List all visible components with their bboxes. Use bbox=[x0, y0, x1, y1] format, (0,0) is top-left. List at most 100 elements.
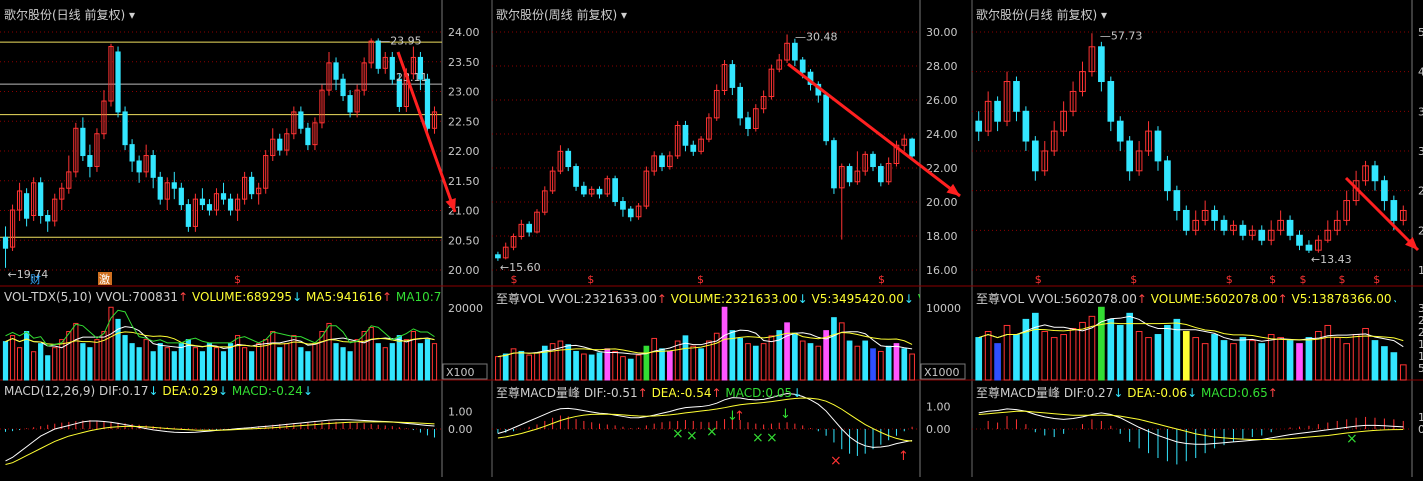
volume-bar bbox=[984, 331, 992, 381]
dif-value: -0.51 bbox=[606, 386, 638, 400]
vol-indicator-name[interactable]: 至尊VOL bbox=[496, 292, 545, 306]
macd-indicator-name[interactable]: 至尊MACD量峰 bbox=[496, 386, 580, 400]
vol-indicator-name[interactable]: 至尊VOL bbox=[976, 292, 1025, 306]
v5-value: 13878366.00 bbox=[1311, 292, 1392, 306]
signal-cross-mark: × bbox=[752, 430, 764, 446]
candle-body bbox=[192, 198, 198, 227]
volume-bar bbox=[80, 343, 86, 381]
candle-body bbox=[612, 178, 618, 203]
price-tick-label: 21.50 bbox=[448, 175, 480, 188]
volume-bar bbox=[431, 343, 438, 381]
candle-body bbox=[136, 160, 142, 173]
candle-body bbox=[698, 138, 704, 152]
price-tick-label: 23.50 bbox=[448, 56, 480, 69]
volume-bar bbox=[604, 348, 611, 381]
candle-body bbox=[893, 144, 900, 164]
candle-body bbox=[1116, 120, 1124, 142]
trend-arrow-line bbox=[1344, 176, 1420, 252]
volume-bar bbox=[333, 343, 339, 381]
price-tick-label: 20.00 bbox=[926, 196, 958, 209]
vol-indicator-name[interactable]: VOL-TDX(5,10) bbox=[4, 290, 93, 304]
volume-bar bbox=[291, 335, 297, 381]
candle-body bbox=[1173, 190, 1181, 211]
dea-label: DEA: bbox=[1127, 386, 1157, 400]
candle-body bbox=[1399, 209, 1407, 221]
candle-body bbox=[291, 111, 297, 135]
vvol-value: 2321633.00 bbox=[584, 292, 657, 306]
candle-body bbox=[776, 59, 783, 70]
candle-body bbox=[588, 188, 595, 195]
price-tick-label: 2 bbox=[1418, 224, 1423, 237]
candle-body bbox=[784, 42, 790, 61]
volume-bar bbox=[815, 345, 822, 381]
chevron-down-icon[interactable]: ▾ bbox=[1101, 8, 1108, 22]
candle-body bbox=[737, 86, 744, 119]
volume-tick-label: 25 bbox=[1418, 314, 1423, 327]
volume-bar bbox=[256, 343, 262, 381]
volume-bar bbox=[901, 348, 908, 381]
volume-value: 2321633.00 bbox=[725, 292, 798, 306]
candle-body bbox=[101, 100, 107, 135]
volume-bar bbox=[59, 339, 65, 381]
volume-bar bbox=[713, 332, 720, 381]
volume-bar bbox=[284, 343, 290, 381]
volume-bar bbox=[737, 337, 744, 381]
volume-bar bbox=[1116, 324, 1124, 381]
volume-bar bbox=[403, 339, 409, 381]
volume-bar bbox=[1286, 340, 1294, 381]
vvol-label: VVOL: bbox=[1027, 292, 1065, 306]
volume-bar bbox=[698, 348, 704, 381]
volume-bar bbox=[347, 351, 353, 381]
candle-body bbox=[31, 182, 37, 216]
chevron-down-icon[interactable]: ▾ bbox=[129, 8, 136, 22]
vvol-value: 5602078.00 bbox=[1064, 292, 1137, 306]
dif-label: DIF: bbox=[583, 386, 607, 400]
macd-value: -0.24 bbox=[271, 384, 303, 398]
dea-value: -0.54 bbox=[680, 386, 712, 400]
volume-bar bbox=[573, 350, 579, 381]
macd-indicator-name[interactable]: MACD(12,26,9) bbox=[4, 384, 96, 398]
monthly-title[interactable]: 歌尔股份(月线 前复权) ▾ bbox=[976, 6, 1107, 23]
candle-body bbox=[2, 236, 9, 249]
weekly-title[interactable]: 歌尔股份(周线 前复权) ▾ bbox=[496, 6, 627, 23]
price-tick-label: 24.00 bbox=[926, 128, 958, 141]
price-tick-label: 18.00 bbox=[926, 230, 958, 243]
price-tick-label: 3 bbox=[1418, 145, 1423, 158]
candle-body bbox=[305, 127, 311, 146]
dea-label: DEA: bbox=[162, 384, 192, 398]
volume-bar bbox=[651, 337, 658, 381]
dividend-marker: $ bbox=[587, 273, 594, 286]
dividend-marker: $ bbox=[1269, 273, 1276, 286]
volume-bar bbox=[627, 358, 634, 381]
candle-body bbox=[518, 223, 525, 238]
volume-bar bbox=[534, 352, 540, 381]
signal-arrow-mark: ↓ bbox=[780, 407, 791, 422]
candle-body bbox=[431, 111, 438, 129]
candle-body bbox=[1201, 209, 1209, 221]
monthly-title-text: 歌尔股份(月线 前复权) bbox=[976, 8, 1098, 22]
candle-body bbox=[862, 153, 869, 172]
macd-indicator-name[interactable]: 至尊MACD量峰 bbox=[976, 386, 1060, 400]
volume-bar bbox=[1098, 306, 1105, 381]
candle-body bbox=[846, 166, 853, 183]
volume-tick-label: 10000 bbox=[926, 302, 961, 315]
candle-body bbox=[66, 171, 72, 189]
chevron-down-icon[interactable]: ▾ bbox=[621, 8, 628, 22]
trend-arrow-head bbox=[946, 183, 960, 196]
candle-body bbox=[534, 211, 540, 233]
candle-body bbox=[1088, 46, 1096, 73]
candle-body bbox=[24, 193, 30, 219]
candle-body bbox=[526, 223, 533, 233]
trend-arrow-head bbox=[1405, 237, 1418, 250]
weekly-macd-header: 至尊MACD量峰 DIF:-0.51↑ DEA:-0.54↑ MACD:0.05… bbox=[496, 386, 803, 400]
candle-body bbox=[604, 178, 611, 195]
volume-bar bbox=[831, 317, 837, 381]
candle-body bbox=[745, 117, 751, 130]
candle-body bbox=[713, 89, 720, 119]
volume-bar bbox=[424, 339, 431, 381]
daily-title[interactable]: 歌尔股份(日线 前复权) ▾ bbox=[4, 6, 135, 23]
volume-bar bbox=[799, 340, 806, 381]
volume-label: VOLUME: bbox=[670, 292, 726, 306]
signal-arrow-mark: ↓ bbox=[727, 409, 738, 424]
ma5-value: 941616 bbox=[336, 290, 383, 304]
